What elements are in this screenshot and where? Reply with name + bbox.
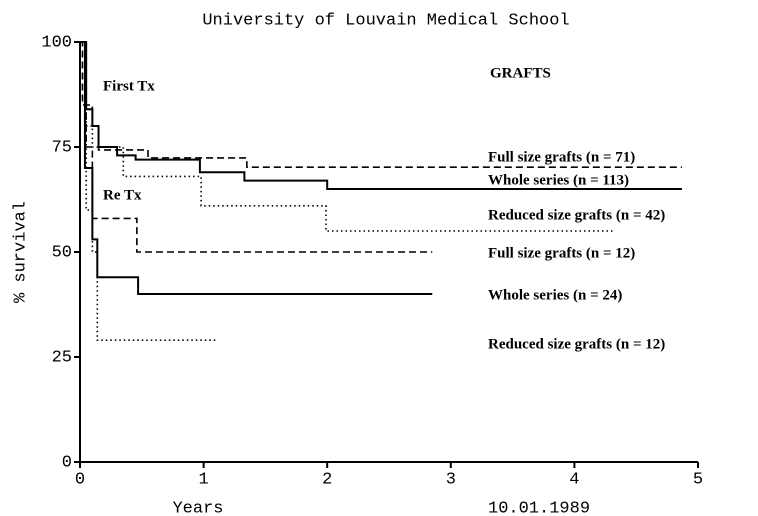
x-tick-label: 4 bbox=[569, 470, 579, 489]
chart-title: University of Louvain Medical School bbox=[202, 11, 569, 30]
x-axis-label: Years bbox=[172, 499, 223, 516]
legend-label: Whole series (n = 24) bbox=[488, 287, 622, 303]
legend-label: Whole series (n = 113) bbox=[488, 172, 629, 188]
survival-curve bbox=[80, 41, 616, 232]
x-tick-label: 0 bbox=[75, 470, 85, 489]
x-tick-label: 5 bbox=[693, 470, 703, 489]
x-tick-label: 3 bbox=[446, 470, 456, 489]
y-axis-label: % survival bbox=[11, 201, 30, 303]
annotation: Re Tx bbox=[103, 187, 142, 203]
annotation: GRAFTS bbox=[490, 65, 551, 81]
y-tick-label: 50 bbox=[52, 243, 72, 262]
legend-label: Full size grafts (n = 12) bbox=[488, 245, 635, 261]
legend-label: Reduced size grafts (n = 42) bbox=[488, 207, 665, 223]
x-tick-label: 2 bbox=[322, 470, 332, 489]
legend-label: Full size grafts (n = 71) bbox=[488, 149, 635, 165]
survival-curve bbox=[80, 41, 433, 253]
y-tick-label: 75 bbox=[52, 138, 72, 157]
annotation: First Tx bbox=[103, 78, 155, 94]
survival-curve bbox=[80, 41, 682, 190]
annotation: 10.01.1989 bbox=[488, 499, 590, 516]
survival-curve bbox=[80, 41, 433, 295]
y-tick-label: 100 bbox=[41, 33, 72, 52]
x-tick-label: 1 bbox=[198, 470, 208, 489]
y-tick-label: 0 bbox=[62, 453, 72, 472]
y-tick-label: 25 bbox=[52, 348, 72, 367]
legend-label: Reduced size grafts (n = 12) bbox=[488, 336, 665, 352]
survival-curve bbox=[80, 41, 682, 168]
